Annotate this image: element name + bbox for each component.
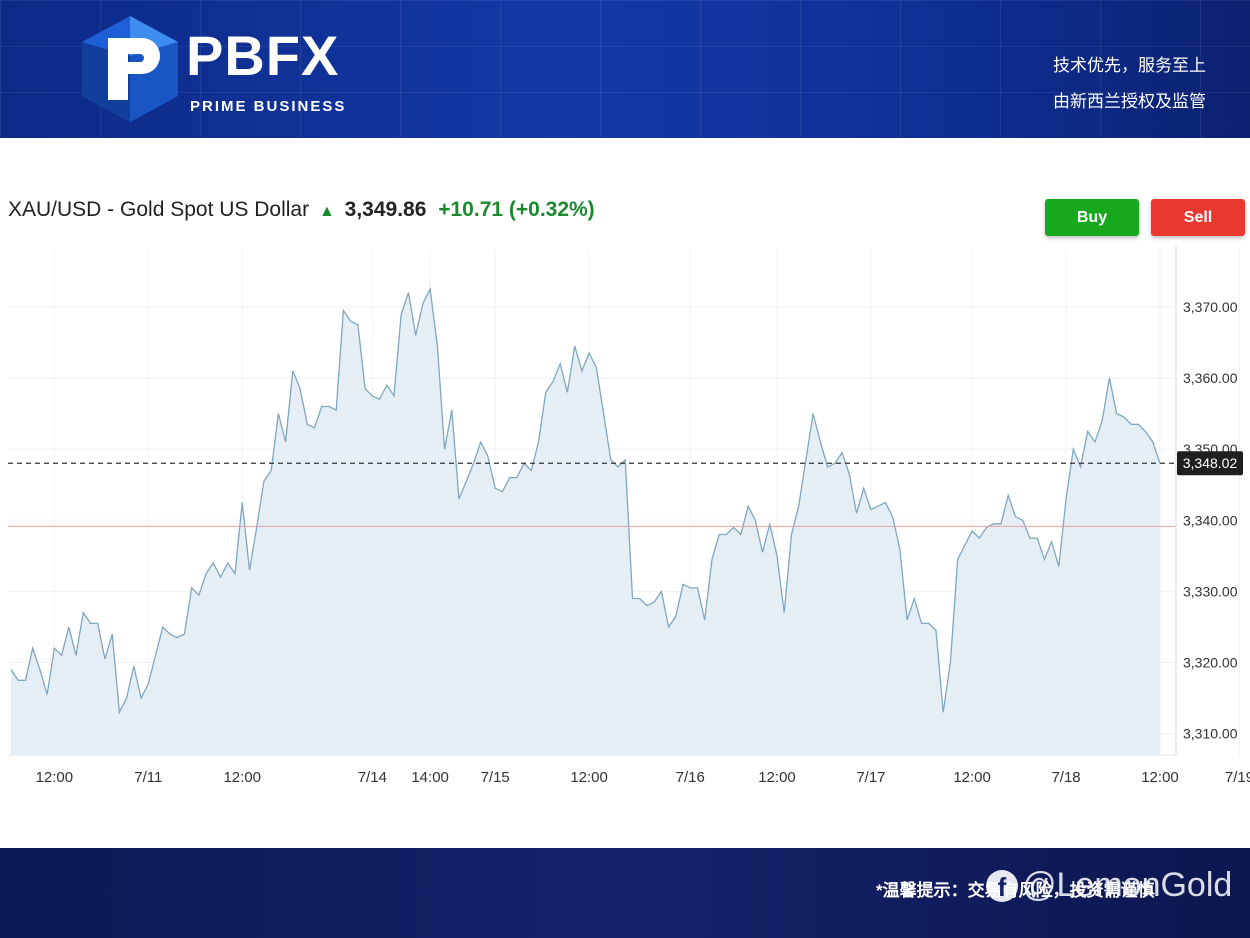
last-price: 3,349.86 (344, 198, 427, 221)
x-tick-label: 12:00 (570, 769, 608, 786)
x-tick-label: 12:00 (758, 769, 796, 786)
y-tick-label: 3,370.00 (1183, 299, 1238, 315)
y-tick-label: 3,310.00 (1183, 726, 1238, 742)
current-price-badge (1177, 451, 1243, 476)
y-tick-label: 3,340.00 (1183, 512, 1238, 528)
slogan-line-1: 技术优先，服务至上 (1053, 56, 1206, 75)
footer-bar: *温馨提示：交易有风险，投资需谨慎 f @LemonGold (0, 848, 1250, 938)
header-grid-pattern (0, 0, 1250, 138)
current-price-label: 3,348.02 (1183, 455, 1238, 471)
price-chart: 3,310.003,320.003,330.003,340.003,350.00… (8, 246, 1250, 786)
brand-name: PBFX (186, 24, 340, 87)
x-tick-label: 7/18 (1051, 769, 1080, 786)
sell-button[interactable]: Sell (1151, 199, 1245, 236)
watermark: @LemonGold (1022, 866, 1233, 904)
x-tick-label: 7/17 (856, 769, 885, 786)
x-tick-label: 12:00 (1141, 769, 1179, 786)
y-tick-label: 3,320.00 (1183, 655, 1238, 671)
y-tick-label: 3,330.00 (1183, 583, 1238, 599)
facebook-icon: f (986, 870, 1018, 902)
arrow-up-icon: ▲ (318, 203, 335, 220)
price-line (10, 286, 1161, 715)
x-tick-label: 12:00 (223, 769, 261, 786)
symbol-label: XAU/USD - Gold Spot US Dollar (8, 198, 310, 221)
buy-button[interactable]: Buy (1045, 199, 1139, 236)
x-tick-label: 7/15 (481, 769, 510, 786)
x-tick-label: 7/11 (134, 769, 162, 786)
x-tick-label: 7/16 (676, 769, 705, 786)
slogan-line-2: 由新西兰授权及监管 (1053, 92, 1206, 111)
x-tick-label: 14:00 (411, 769, 449, 786)
pbfx-logo-icon (82, 16, 178, 122)
brand-subtitle: PRIME BUSINESS (190, 98, 347, 115)
x-tick-label: 7/19 (1225, 769, 1250, 786)
price-area (11, 289, 1160, 755)
brand-header: PBFX PRIME BUSINESS 技术优先，服务至上 由新西兰授权及监管 (0, 0, 1250, 138)
x-tick-label: 7/14 (358, 769, 387, 786)
x-tick-label: 12:00 (953, 769, 991, 786)
quote-title-row: XAU/USD - Gold Spot US Dollar ▲ 3,349.86… (8, 198, 595, 222)
x-tick-label: 12:00 (36, 769, 74, 786)
price-change: +10.71 (+0.32%) (438, 198, 595, 221)
y-tick-label: 3,360.00 (1183, 370, 1238, 386)
slogan: 技术优先，服务至上 由新西兰授权及监管 (1053, 48, 1206, 120)
